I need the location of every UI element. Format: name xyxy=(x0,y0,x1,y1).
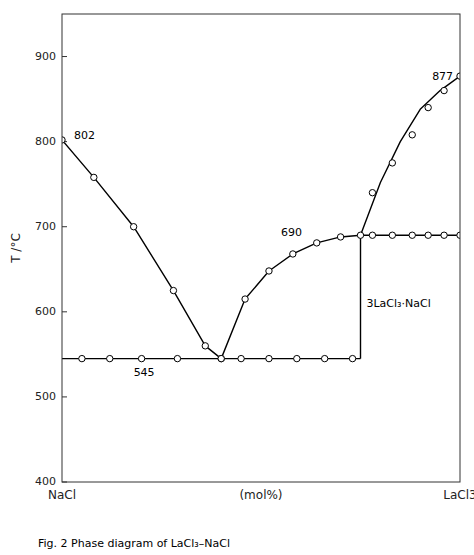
data-point xyxy=(425,232,431,238)
data-point xyxy=(202,343,208,349)
data-point xyxy=(130,224,136,230)
data-point xyxy=(389,232,395,238)
curve xyxy=(360,235,361,358)
data-point xyxy=(170,287,176,293)
data-point xyxy=(107,355,113,361)
tick-label: LaCl3 xyxy=(443,488,474,502)
data-point xyxy=(441,87,447,93)
annotation: 690 xyxy=(281,226,302,239)
data-point xyxy=(357,232,363,238)
data-point xyxy=(389,160,395,166)
tick-label: 600 xyxy=(35,305,56,318)
data-point xyxy=(369,189,375,195)
data-point xyxy=(174,355,180,361)
tick-mark xyxy=(62,226,67,227)
data-point xyxy=(314,240,320,246)
data-point xyxy=(337,234,343,240)
data-point xyxy=(321,355,327,361)
curve xyxy=(62,140,221,359)
data-point xyxy=(290,251,296,257)
data-point xyxy=(409,132,415,138)
caption: Fig. 2 Phase diagram of LaCl₃–NaCl xyxy=(38,537,230,550)
data-point xyxy=(425,104,431,110)
data-point xyxy=(369,232,375,238)
data-point xyxy=(218,355,224,361)
tick-label: 900 xyxy=(35,50,56,63)
x-axis-label: (mol%) xyxy=(239,488,282,502)
data-point xyxy=(294,355,300,361)
annotation: 545 xyxy=(134,366,155,379)
data-point xyxy=(266,355,272,361)
annotation: 802 xyxy=(74,129,95,142)
annotation: 877 xyxy=(432,70,453,83)
tick-label: 700 xyxy=(35,220,56,233)
curve xyxy=(361,76,461,235)
curve xyxy=(221,235,360,358)
y-axis-label: T /°C xyxy=(9,233,23,264)
tick-label: 800 xyxy=(35,135,56,148)
tick-mark xyxy=(62,56,67,57)
chart: 400 500 600 700 800 900 NaCl LaCl3 (mol%) T /°C 80… xyxy=(0,0,474,555)
tick-label: 400 xyxy=(35,475,56,488)
data-point xyxy=(349,355,355,361)
data-point xyxy=(91,174,97,180)
data-point xyxy=(266,268,272,274)
data-point xyxy=(242,296,248,302)
data-point xyxy=(441,232,447,238)
annotation: 3LaCl₃·NaCl xyxy=(366,297,430,310)
data-point xyxy=(79,355,85,361)
tick-label: NaCl xyxy=(48,488,76,502)
plot-frame xyxy=(62,14,460,482)
tick-label: 500 xyxy=(35,390,56,403)
tick-mark xyxy=(62,311,67,312)
data-point xyxy=(138,355,144,361)
data-point xyxy=(238,355,244,361)
plot-area xyxy=(62,73,460,362)
tick-mark xyxy=(62,396,67,397)
data-point xyxy=(409,232,415,238)
data-point xyxy=(218,355,224,361)
